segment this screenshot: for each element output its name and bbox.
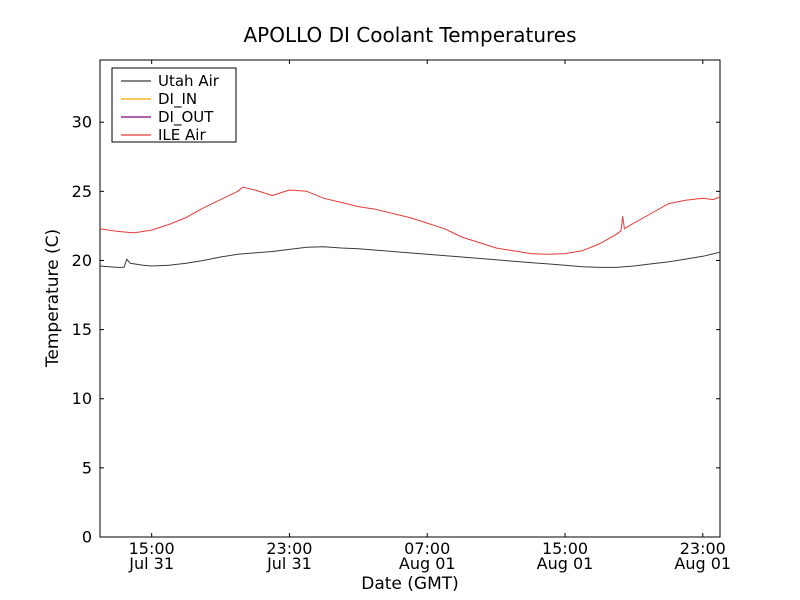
y-tick-label: 15 bbox=[72, 320, 92, 339]
y-axis-label: Temperature (C) bbox=[43, 229, 63, 368]
legend-entry-label: DI_IN bbox=[158, 90, 197, 109]
y-tick-label: 30 bbox=[72, 113, 92, 132]
chart-title: APOLLO DI Coolant Temperatures bbox=[243, 23, 576, 47]
x-tick-time-label: 15:00 bbox=[542, 539, 588, 558]
x-tick-time-label: 07:00 bbox=[404, 539, 450, 558]
x-tick-date-label: Aug 01 bbox=[537, 554, 594, 573]
x-tick-time-label: 23:00 bbox=[680, 539, 726, 558]
legend-frame bbox=[111, 67, 237, 143]
x-tick-date-label: Aug 01 bbox=[674, 554, 731, 573]
x-tick-date-label: Jul 31 bbox=[128, 554, 174, 573]
series-line-ile-air bbox=[99, 186, 721, 255]
x-tick-time-label: 15:00 bbox=[129, 539, 175, 558]
y-tick-label: 25 bbox=[72, 182, 92, 201]
legend-entry-label: ILE Air bbox=[158, 126, 206, 144]
legend-entry-label: Utah Air bbox=[158, 72, 220, 90]
y-tick-label: 0 bbox=[82, 527, 92, 546]
series-line-utah-air bbox=[99, 246, 721, 268]
plot-frame bbox=[99, 59, 721, 538]
y-tick-label: 5 bbox=[82, 458, 92, 477]
x-tick-time-label: 23:00 bbox=[266, 539, 312, 558]
y-tick-label: 10 bbox=[72, 389, 92, 408]
x-tick-date-label: Jul 31 bbox=[266, 554, 312, 573]
x-axis-label: Date (GMT) bbox=[361, 574, 459, 594]
y-tick-label: 20 bbox=[72, 251, 92, 270]
x-tick-date-label: Aug 01 bbox=[399, 554, 456, 573]
legend-entry-label: DI_OUT bbox=[158, 108, 214, 127]
